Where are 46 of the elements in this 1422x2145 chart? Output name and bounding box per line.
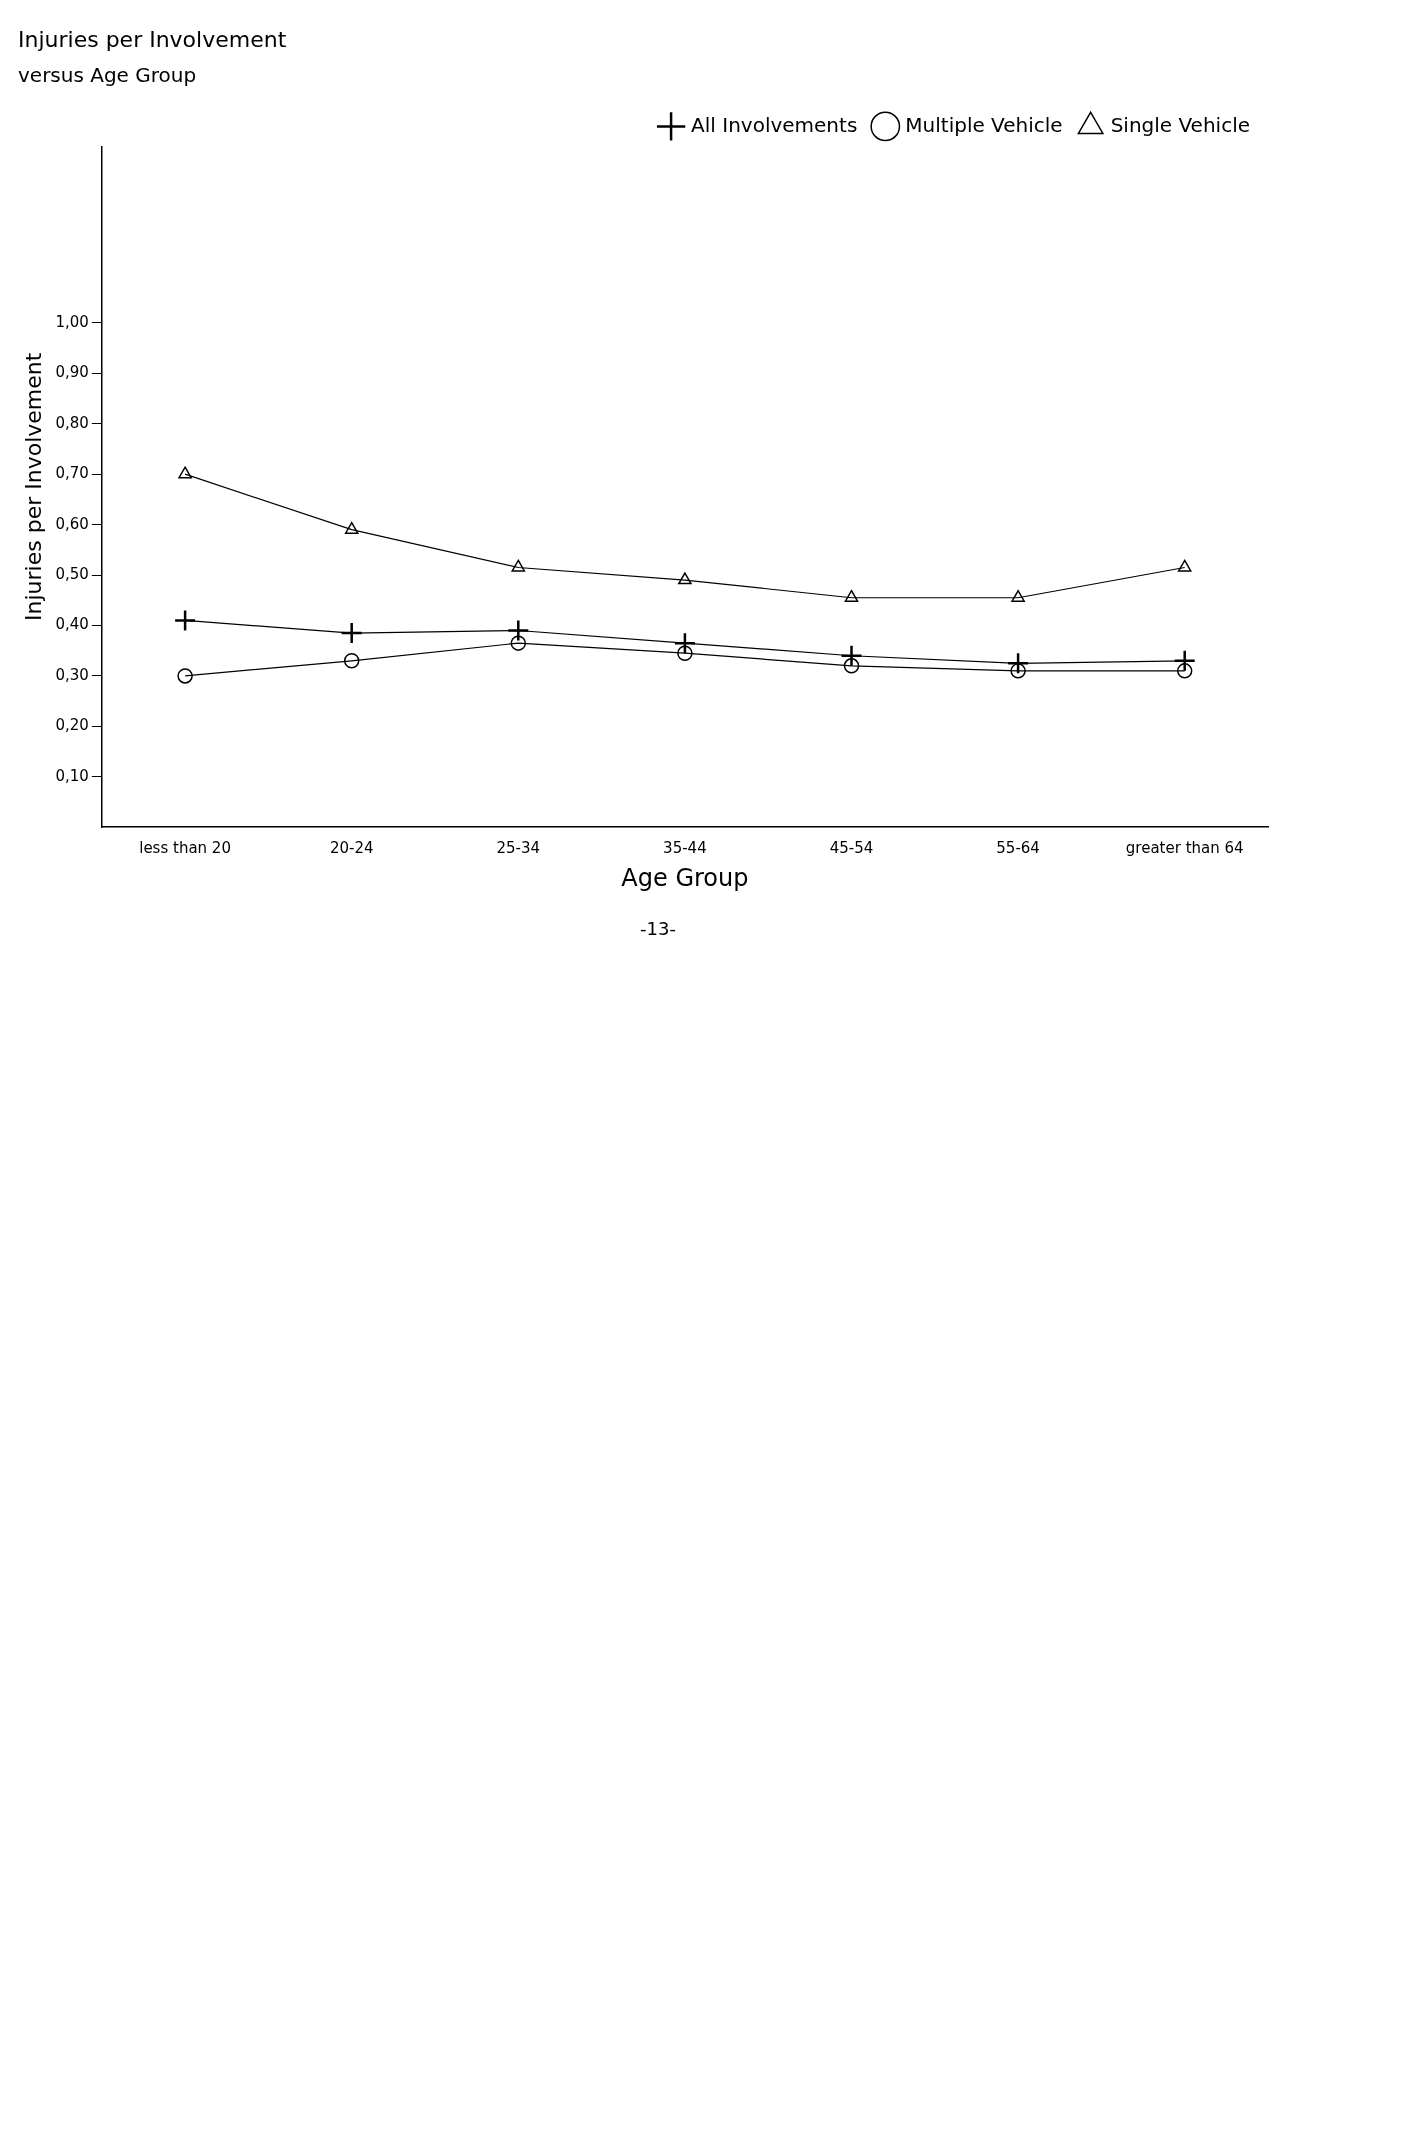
y-tick-label: 0,80 bbox=[55, 413, 89, 432]
point bbox=[677, 645, 693, 661]
point bbox=[343, 653, 360, 669]
point bbox=[1173, 649, 1196, 673]
y-tick-label: 0,10 bbox=[55, 766, 89, 785]
point bbox=[673, 631, 697, 655]
x-tick-label: 45-54 bbox=[829, 839, 874, 858]
legend-label: Multiple Vehicle bbox=[905, 112, 1063, 137]
legend-label: All Involvements bbox=[691, 112, 858, 137]
x-tick-label: 20-24 bbox=[329, 839, 374, 858]
point bbox=[507, 619, 530, 642]
point bbox=[1176, 663, 1193, 679]
y-tick-label: 0,40 bbox=[55, 615, 89, 634]
legend-label: Single Vehicle bbox=[1110, 112, 1251, 137]
point bbox=[340, 621, 363, 645]
point bbox=[173, 609, 197, 632]
point bbox=[344, 521, 359, 534]
y-axis-title: Injuries per Involvement bbox=[20, 352, 46, 621]
y-tick-label: 0,30 bbox=[55, 665, 89, 684]
point bbox=[1010, 663, 1026, 679]
point bbox=[1011, 590, 1025, 602]
y-tick-label: 0,50 bbox=[55, 564, 89, 583]
x-tick-label: 25-34 bbox=[496, 839, 541, 858]
y-tick-label: 0,70 bbox=[55, 464, 89, 483]
point bbox=[178, 466, 192, 479]
x-tick-label: 55-64 bbox=[996, 839, 1040, 858]
point bbox=[1177, 559, 1192, 572]
point bbox=[177, 668, 193, 684]
chart-title: Injuries per Involvement bbox=[18, 26, 287, 52]
y-tick-label: 0,90 bbox=[55, 363, 89, 382]
text: -13- bbox=[639, 918, 677, 939]
x-tick-label: greater than 64 bbox=[1125, 839, 1244, 858]
point bbox=[840, 644, 863, 667]
point bbox=[511, 559, 526, 572]
point bbox=[844, 590, 859, 602]
y-tick-label: 0,60 bbox=[55, 514, 89, 533]
chart-subtitle: versus Age Group bbox=[18, 62, 197, 87]
x-axis-title: Age Group bbox=[621, 863, 749, 892]
point bbox=[1006, 652, 1030, 675]
point bbox=[843, 658, 860, 674]
x-tick-label: less than 20 bbox=[139, 839, 231, 858]
y-tick-label: 1,00 bbox=[55, 312, 89, 331]
x-tick-label: 35-44 bbox=[663, 839, 707, 858]
point bbox=[678, 572, 692, 585]
point bbox=[510, 635, 527, 651]
y-tick-label: 0,20 bbox=[55, 716, 89, 735]
